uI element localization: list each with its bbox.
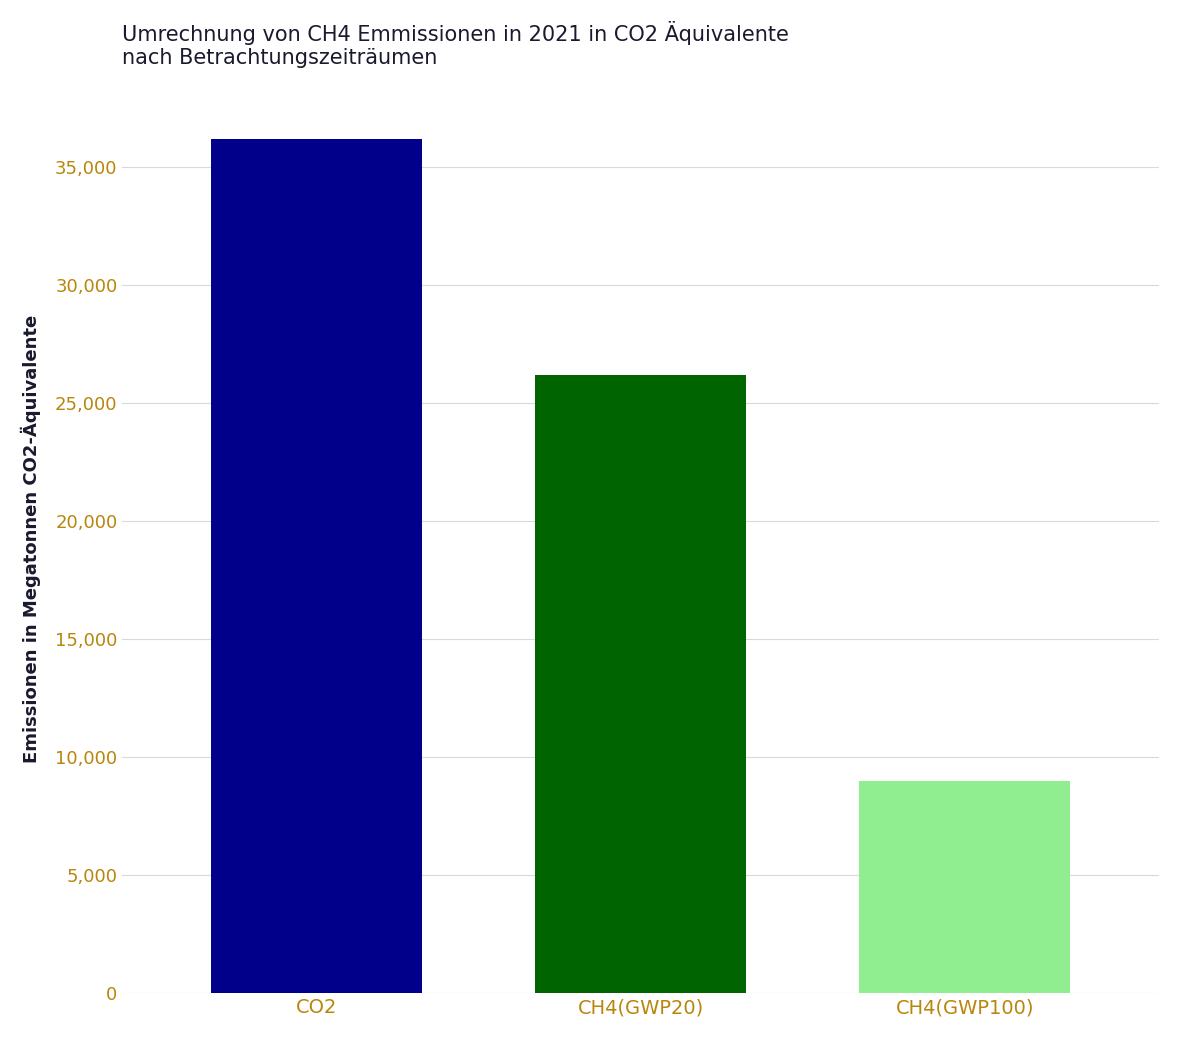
Bar [536,375,746,993]
Y-axis label: Emissionen in Megatonnen CO2-Äquivalente: Emissionen in Megatonnen CO2-Äquivalente [21,315,41,763]
Bar [211,139,422,993]
Bar [859,781,1070,993]
Text: Umrechnung von CH4 Emmissionen in 2021 in CO2 Äquivalente
nach Betrachtungszeitr: Umrechnung von CH4 Emmissionen in 2021 i… [123,21,789,69]
